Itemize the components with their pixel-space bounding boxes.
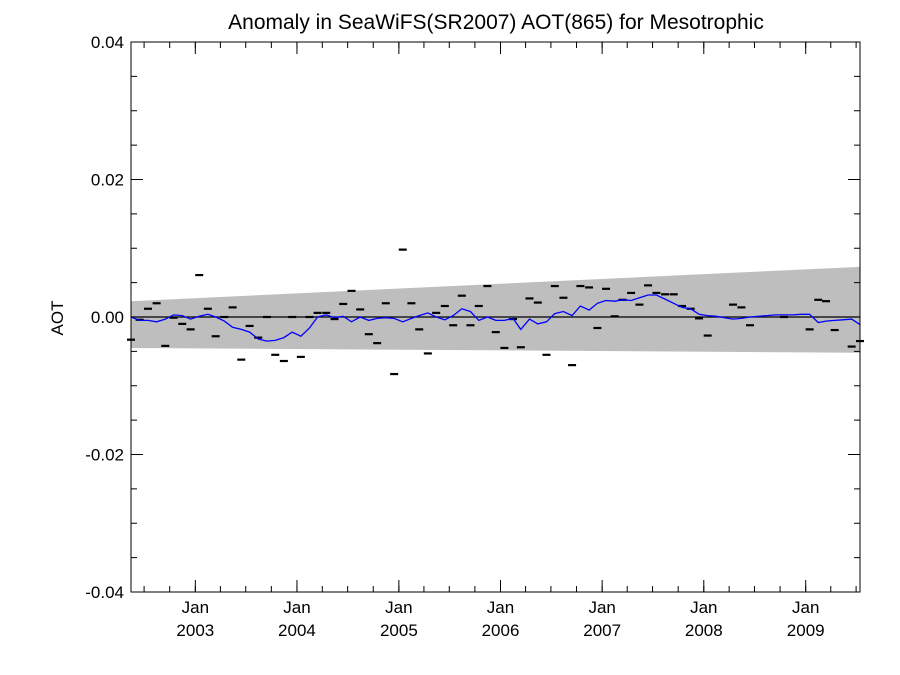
y-tick-label: 0.02 <box>91 171 124 190</box>
x-tick-year: 2003 <box>176 621 214 640</box>
x-tick-year: 2006 <box>482 621 520 640</box>
y-tick-label: 0.00 <box>91 308 124 327</box>
x-tick-year: 2009 <box>787 621 825 640</box>
y-tick-label: -0.02 <box>85 446 124 465</box>
chart-title: Anomaly in SeaWiFS(SR2007) AOT(865) for … <box>228 11 764 34</box>
y-tick-label: 0.04 <box>91 33 124 52</box>
x-tick-month: Jan <box>182 598 209 617</box>
x-tick-year: 2007 <box>583 621 621 640</box>
y-tick-label: -0.04 <box>85 583 124 602</box>
y-axis-label: AOT <box>48 301 67 336</box>
x-tick-year: 2004 <box>278 621 316 640</box>
x-tick-year: 2008 <box>685 621 723 640</box>
x-tick-month: Jan <box>690 598 717 617</box>
x-tick-month: Jan <box>283 598 310 617</box>
x-tick-month: Jan <box>385 598 412 617</box>
uncertainty-band <box>131 266 860 353</box>
x-tick-month: Jan <box>487 598 514 617</box>
x-tick-year: 2005 <box>380 621 418 640</box>
smoothed-line <box>130 294 861 342</box>
x-tick-month: Jan <box>792 598 819 617</box>
x-tick-month: Jan <box>588 598 615 617</box>
plot-area: 0.04 0.02 0.00 -0.02 -0.04 Jan 2003 Jan 2004 Jan 2… <box>85 33 864 640</box>
